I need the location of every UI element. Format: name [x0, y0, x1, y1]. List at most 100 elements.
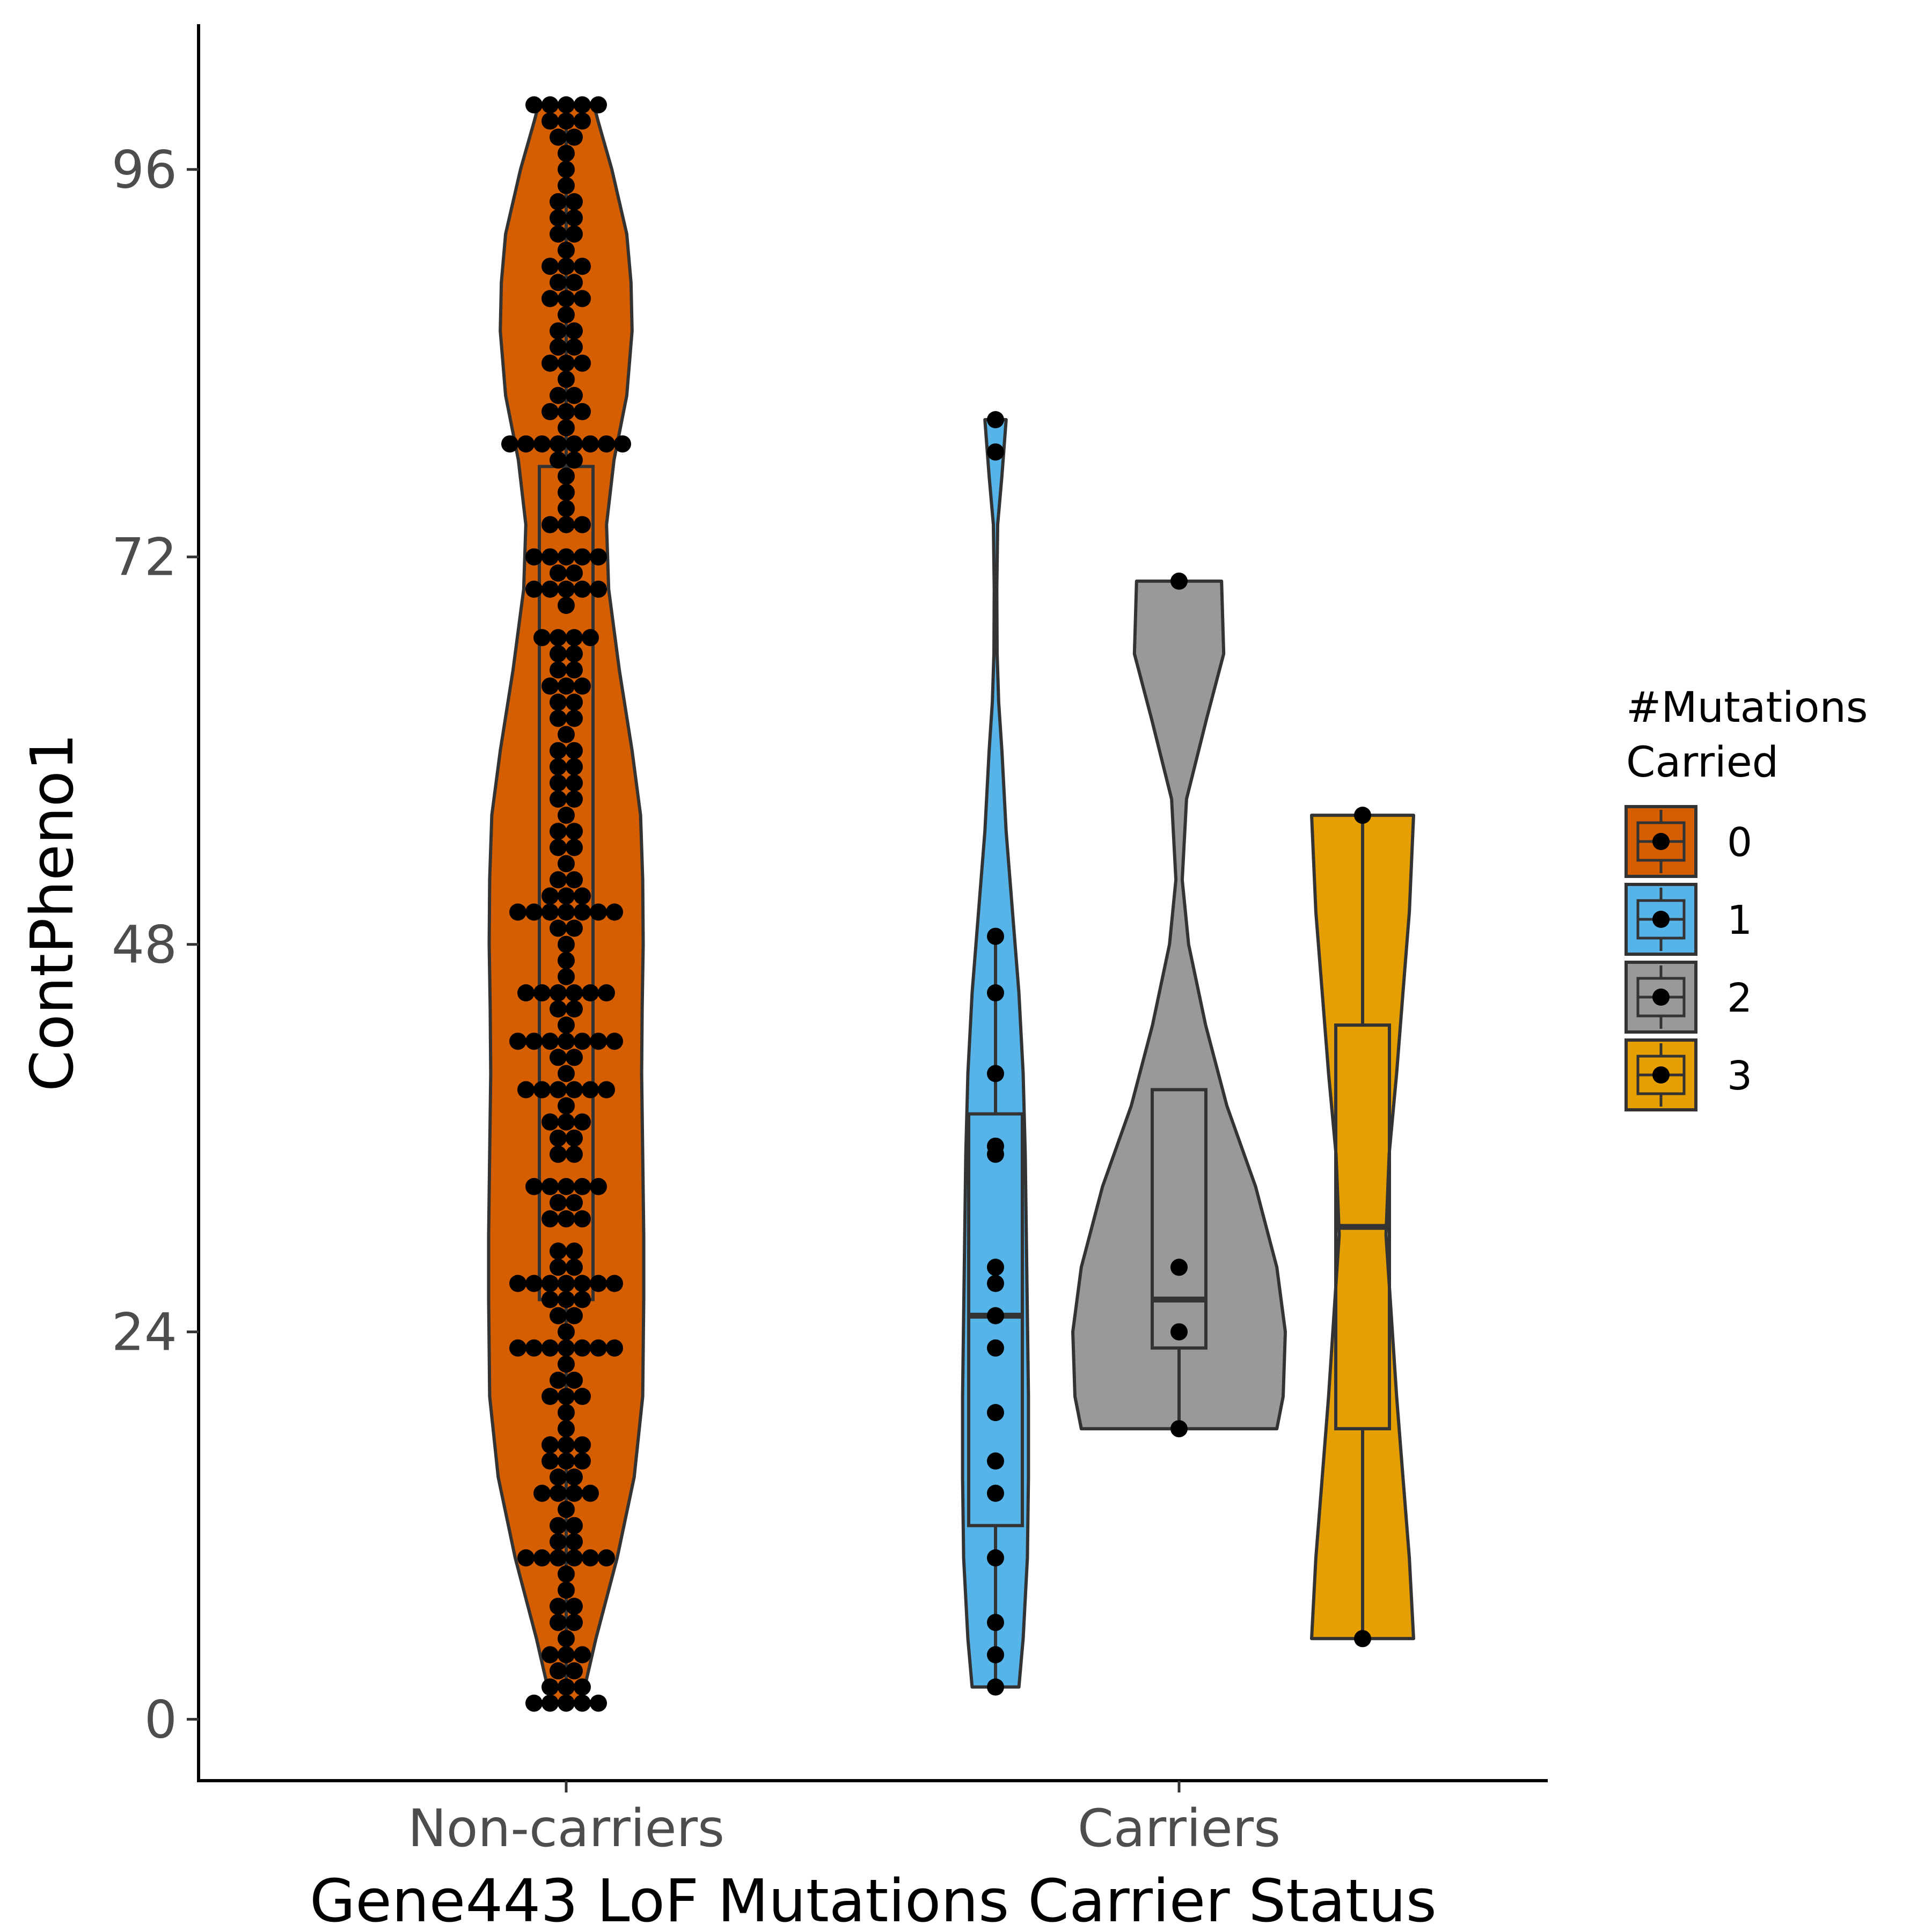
x-axis-title: Gene443 LoF Mutations Carrier Status: [310, 1867, 1437, 1932]
data-point: [550, 984, 567, 1001]
y-axis-title: ContPheno1: [18, 733, 86, 1092]
data-point: [541, 1339, 559, 1357]
data-point: [558, 1113, 575, 1131]
data-point: [525, 548, 543, 566]
data-point: [550, 791, 567, 808]
data-point: [558, 1646, 575, 1664]
data-point: [550, 1549, 567, 1567]
data-point: [558, 516, 575, 533]
data-point: [541, 96, 559, 114]
data-point: [541, 403, 559, 420]
data-point: [1170, 572, 1188, 590]
data-point: [574, 677, 591, 695]
data-point: [566, 1484, 583, 1502]
data-point: [550, 1484, 567, 1502]
data-point: [558, 580, 575, 598]
data-point: [987, 1404, 1004, 1422]
box-iqr: [1151, 1088, 1208, 1350]
data-point: [598, 1081, 615, 1099]
legend-label: 3: [1727, 1053, 1752, 1099]
data-point: [590, 1339, 607, 1357]
data-point: [574, 580, 591, 598]
data-point: [566, 274, 583, 291]
data-point: [1170, 1420, 1188, 1438]
data-point: [509, 1275, 526, 1292]
data-point: [558, 241, 575, 259]
data-point: [550, 645, 567, 663]
data-point: [606, 1339, 623, 1357]
data-point: [987, 1484, 1004, 1502]
data-point: [566, 1614, 583, 1631]
data-point: [550, 1614, 567, 1631]
data-point: [541, 354, 559, 372]
data-point: [558, 1630, 575, 1648]
data-point: [987, 927, 1004, 945]
data-point: [558, 177, 575, 194]
data-point: [558, 855, 575, 873]
data-point: [574, 1291, 591, 1308]
data-point: [566, 774, 583, 792]
data-point: [550, 1307, 567, 1324]
data-point: [574, 1113, 591, 1131]
data-point: [606, 1275, 623, 1292]
data-point: [566, 1081, 583, 1099]
data-point: [566, 1598, 583, 1615]
data-point: [566, 1049, 583, 1066]
data-point: [574, 290, 591, 308]
x-ticks: Non-carriers Carriers: [408, 1781, 1280, 1858]
data-point: [550, 758, 567, 775]
data-point: [541, 1275, 559, 1292]
data-point: [574, 354, 591, 372]
data-point: [566, 435, 583, 453]
data-point: [574, 1178, 591, 1195]
y-tick-label: 48: [112, 915, 177, 975]
legend-key-3: 3: [1624, 1038, 1752, 1111]
data-point: [541, 903, 559, 921]
data-point: [550, 128, 567, 146]
data-point: [541, 1291, 559, 1308]
data-point: [558, 290, 575, 308]
data-point: [550, 225, 567, 243]
data-point: [987, 1678, 1004, 1696]
data-point: [558, 1582, 575, 1599]
data-point: [550, 1081, 567, 1099]
data-point: [566, 1468, 583, 1486]
data-point: [598, 1549, 615, 1567]
data-point: [550, 629, 567, 647]
data-point: [566, 1307, 583, 1324]
data-point: [582, 435, 599, 453]
data-point: [558, 1097, 575, 1115]
data-point: [566, 1129, 583, 1147]
data-point: [566, 871, 583, 889]
data-point: [533, 984, 551, 1001]
data-point: [987, 443, 1004, 461]
data-point: [566, 193, 583, 210]
data-point: [566, 709, 583, 727]
legend-label: 2: [1727, 975, 1752, 1021]
data-point: [566, 225, 583, 243]
data-point: [541, 1646, 559, 1664]
data-point: [525, 903, 543, 921]
data-point: [574, 96, 591, 114]
data-point: [533, 435, 551, 453]
data-point: [550, 451, 567, 469]
data-point: [566, 1517, 583, 1534]
data-point: [541, 548, 559, 566]
data-point: [574, 903, 591, 921]
data-point: [566, 1242, 583, 1260]
data-point: [566, 839, 583, 857]
data-point: [566, 823, 583, 840]
data-point: [1354, 1630, 1371, 1648]
data-point: [614, 435, 631, 453]
data-point: [558, 403, 575, 420]
data-point: [606, 1033, 623, 1050]
data-point: [987, 1339, 1004, 1357]
data-point: [525, 1339, 543, 1357]
data-point: [558, 597, 575, 614]
data-point: [566, 693, 583, 711]
data-point: [550, 1598, 567, 1615]
data-point: [598, 984, 615, 1001]
data-point: [558, 935, 575, 953]
data-point: [550, 823, 567, 840]
data-point: [566, 645, 583, 663]
